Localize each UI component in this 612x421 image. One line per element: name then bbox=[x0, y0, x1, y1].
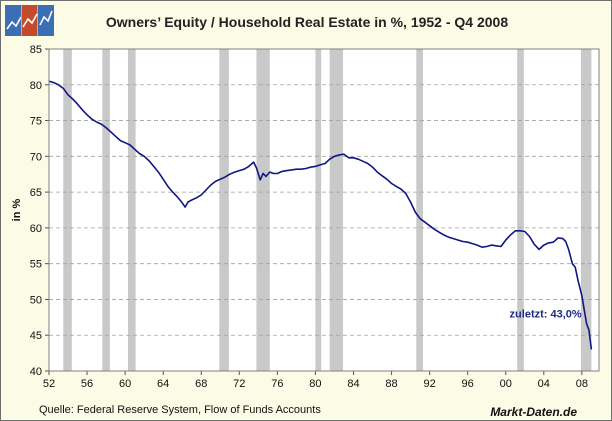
plot-border bbox=[48, 48, 600, 372]
recession-band-2 bbox=[102, 49, 110, 371]
recession-band-3 bbox=[127, 49, 136, 371]
x-tick-label: 04 bbox=[538, 378, 550, 390]
recession-band-6 bbox=[315, 49, 322, 371]
x-tick-label: 64 bbox=[157, 378, 169, 390]
recession-band-8 bbox=[416, 49, 423, 371]
x-tick-label: 92 bbox=[423, 378, 435, 390]
x-tick-label: 88 bbox=[385, 378, 397, 390]
y-tick-label: 45 bbox=[30, 330, 42, 342]
recession-band-1 bbox=[63, 49, 72, 371]
x-tick-label: 68 bbox=[195, 378, 207, 390]
plot-area bbox=[48, 48, 600, 372]
last-value-annotation: zuletzt: 43,0% bbox=[510, 308, 582, 320]
recession-band-7 bbox=[329, 49, 344, 371]
series-line-owners-equity bbox=[48, 80, 593, 350]
recession-band-10 bbox=[580, 49, 592, 371]
chart-title: Owners’ Equity / Household Real Estate i… bbox=[105, 14, 509, 30]
x-tick-label: 72 bbox=[233, 378, 245, 390]
recession-band-9 bbox=[517, 49, 524, 371]
y-tick-label: 60 bbox=[30, 223, 42, 235]
y-tick-label: 75 bbox=[30, 116, 42, 128]
source-note: Quelle: Federal Reserve System, Flow of … bbox=[39, 404, 321, 416]
recession-band-4 bbox=[219, 49, 229, 371]
x-tick-label: 00 bbox=[500, 378, 512, 390]
x-tick-label: 56 bbox=[81, 378, 93, 390]
y-tick-label: 65 bbox=[30, 187, 42, 199]
recession-band-5 bbox=[256, 49, 270, 371]
x-tick-label: 60 bbox=[119, 378, 131, 390]
y-tick-label: 50 bbox=[30, 294, 42, 306]
y-tick-label: 55 bbox=[30, 259, 42, 271]
chart-logo-icon bbox=[5, 5, 54, 36]
y-tick-label: 70 bbox=[30, 151, 42, 163]
y-tick-label: 80 bbox=[30, 80, 42, 92]
x-tick-label: 08 bbox=[576, 378, 588, 390]
x-tick-label: 52 bbox=[43, 378, 55, 390]
x-tick-label: 76 bbox=[271, 378, 283, 390]
y-tick-label: 40 bbox=[30, 366, 42, 378]
brand-label: Markt-Daten.de bbox=[490, 405, 577, 419]
x-tick-label: 80 bbox=[309, 378, 321, 390]
y-tick-label: 85 bbox=[30, 44, 42, 56]
x-tick-label: 84 bbox=[347, 378, 359, 390]
x-tick-label: 96 bbox=[462, 378, 474, 390]
y-axis-label: in % bbox=[11, 198, 23, 221]
